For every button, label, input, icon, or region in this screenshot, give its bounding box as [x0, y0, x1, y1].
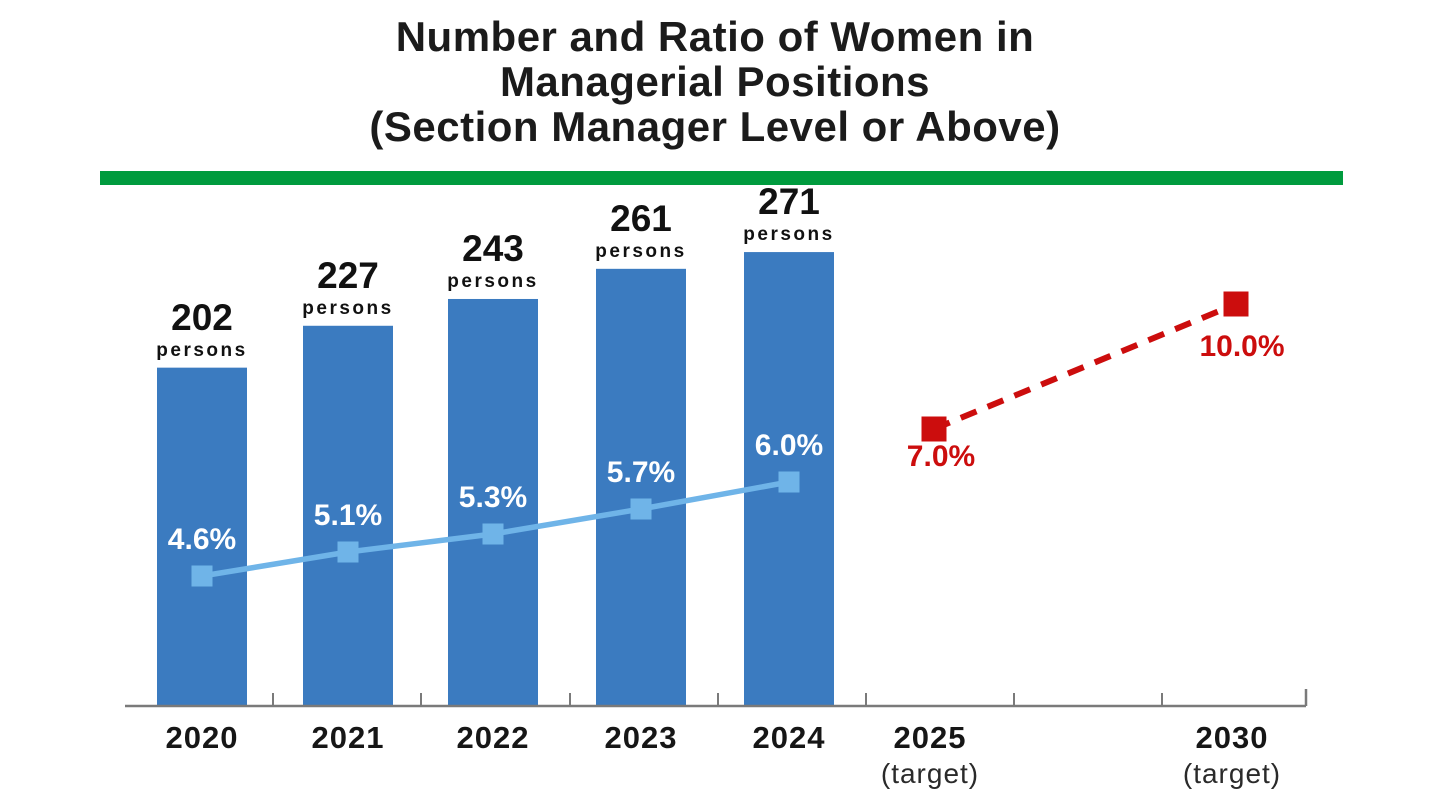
- bar-2020: [157, 367, 247, 707]
- chart-title-line-3: (Section Manager Level or Above): [369, 103, 1061, 150]
- chart-title-line-1: Number and Ratio of Women in: [395, 13, 1035, 60]
- bar-2022: [448, 298, 538, 707]
- bar-2021: [303, 325, 393, 707]
- ratio-marker-2022: [482, 523, 504, 545]
- ratio-marker-2023: [630, 498, 652, 520]
- title-divider-bar: [100, 171, 1343, 185]
- chart-title: Number and Ratio of Women in Managerial …: [0, 14, 1430, 149]
- chart-title-line-2: Managerial Positions: [499, 58, 931, 105]
- target-marker-2030: [1223, 291, 1249, 317]
- ratio-marker-2021: [337, 541, 359, 563]
- target-line: [932, 301, 1238, 432]
- target-marker-2025: [921, 416, 947, 442]
- ratio-marker-2020: [191, 565, 213, 587]
- ratio-marker-2024: [778, 471, 800, 493]
- bar-2023: [596, 268, 686, 707]
